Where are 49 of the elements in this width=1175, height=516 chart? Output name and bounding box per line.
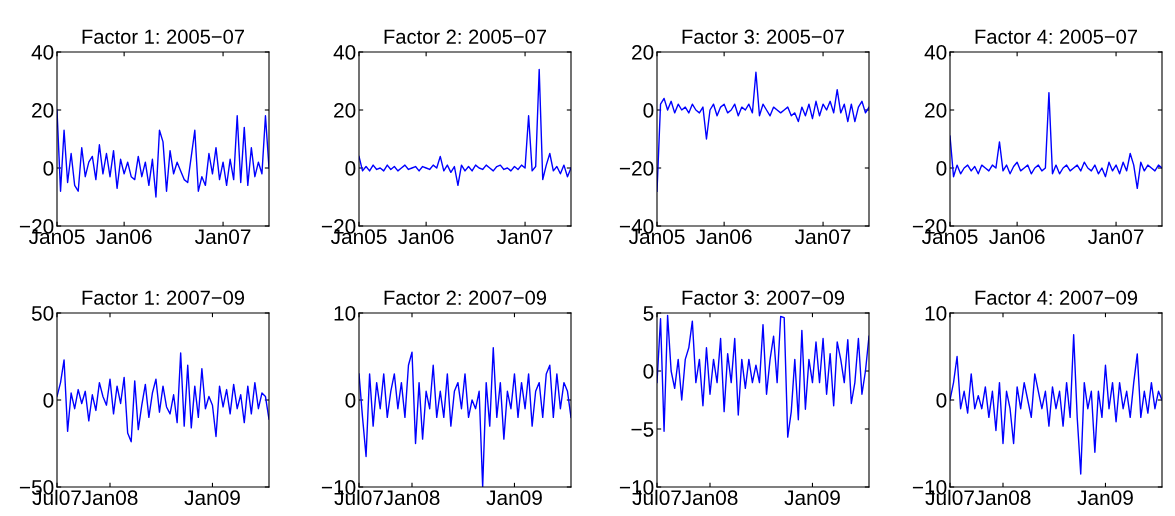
x-tick-label: Jan06 [398, 229, 454, 245]
x-tick-label: Jan08 [81, 490, 138, 506]
y-tick-label: 40 [333, 45, 356, 60]
x-tick-label: Jan09 [184, 490, 240, 506]
y-tick-label: 20 [32, 103, 54, 118]
y-tick-label: 40 [31, 45, 54, 60]
x-tick-label: Jan09 [486, 490, 542, 506]
y-tick-label: 0 [936, 393, 947, 408]
y-tick-label: 0 [643, 103, 654, 118]
line-series [950, 334, 1162, 475]
x-tick-label: Jan06 [989, 229, 1045, 245]
line-series [57, 352, 269, 443]
x-tick-label: Jan06 [696, 229, 752, 245]
y-tick-label: 20 [334, 103, 356, 118]
y-tick-label: 10 [334, 306, 356, 321]
chart-title: Factor 1: 2007−09 [82, 290, 245, 305]
y-tick-label: 0 [643, 364, 654, 379]
chart-title: Factor 4: 2005−07 [975, 29, 1138, 44]
chart-title: Factor 3: 2007−09 [682, 290, 845, 305]
y-tick-label: 0 [345, 161, 356, 176]
y-tick-label: 20 [925, 103, 947, 118]
y-tick-label: 0 [936, 161, 947, 176]
y-tick-label: −20 [619, 161, 654, 176]
y-tick-label: 40 [924, 45, 947, 60]
x-tick-label: Jan08 [383, 490, 440, 506]
y-tick-label: 5 [643, 306, 654, 321]
x-tick-label: Jan07 [1088, 229, 1144, 245]
x-tick-label: Jan08 [681, 490, 738, 506]
chart-title: Factor 4: 2007−09 [975, 290, 1138, 305]
y-tick-label: 10 [925, 306, 947, 321]
y-tick-label: 20 [632, 45, 654, 60]
y-tick-label: −5 [631, 422, 654, 437]
x-tick-label: Jan08 [974, 490, 1031, 506]
x-tick-label: Jan06 [96, 229, 152, 245]
x-tick-label: Jan07 [497, 229, 553, 245]
chart-title: Factor 2: 2005−07 [384, 29, 547, 44]
line-series [359, 68, 571, 187]
y-tick-label: 0 [43, 161, 54, 176]
line-series [950, 91, 1162, 189]
y-tick-label: 0 [345, 393, 356, 408]
chart-title: Factor 1: 2005−07 [82, 29, 245, 44]
x-tick-label: Jan09 [784, 490, 840, 506]
chart-title: Factor 3: 2005−07 [682, 29, 845, 44]
y-tick-label: 0 [43, 393, 54, 408]
y-tick-label: 50 [31, 306, 54, 321]
x-tick-label: Jan09 [1077, 490, 1133, 506]
x-tick-label: Jan07 [795, 229, 851, 245]
chart-title: Factor 2: 2007−09 [384, 290, 547, 305]
x-tick-label: Jan07 [195, 229, 251, 245]
